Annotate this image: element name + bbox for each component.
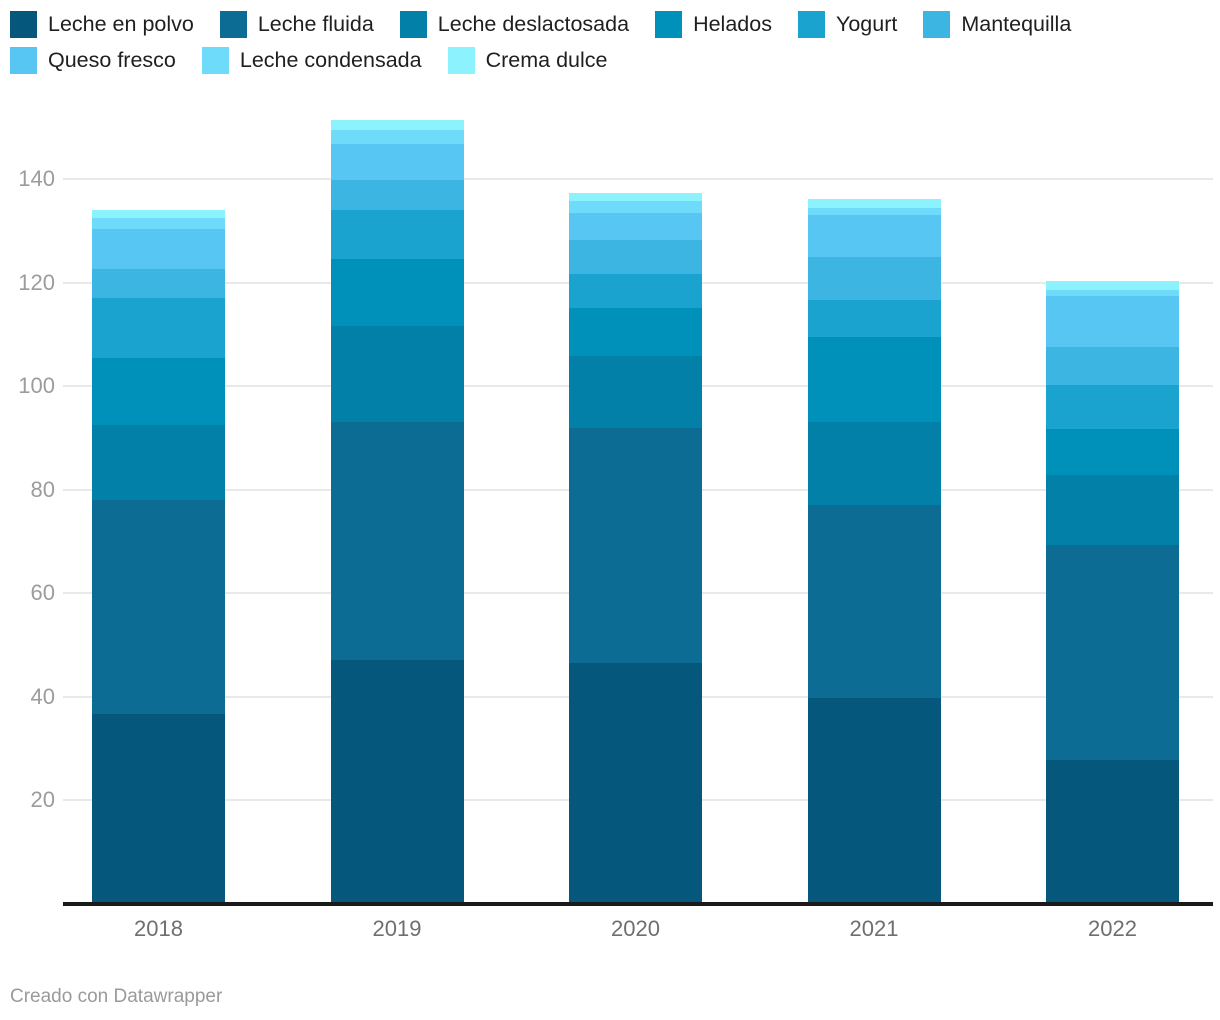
bar-segment-2019-crema-dulce[interactable]: [330, 120, 464, 131]
legend-item: Crema dulce: [447, 46, 608, 75]
legend-swatch: [10, 11, 37, 38]
bar-segment-2022-leche-fluida[interactable]: [1046, 545, 1179, 761]
bar-segment-2018-leche-en-polvo[interactable]: [92, 713, 225, 904]
legend-swatch: [219, 11, 247, 38]
bar-segment-2019-yogurt[interactable]: [330, 210, 464, 260]
bar-2018: [92, 210, 225, 904]
legend-label: Yogurt: [835, 12, 898, 36]
bar-segment-2019-leche-deslactosada[interactable]: [330, 326, 464, 423]
legend-item: Queso fresco: [10, 46, 176, 75]
legend-label: Leche fluida: [257, 12, 374, 36]
bar-segment-2018-leche-condensada[interactable]: [92, 218, 225, 230]
legend-label: Queso fresco: [48, 48, 176, 72]
y-tick-label: 40: [30, 683, 55, 709]
bar-segment-2018-yogurt[interactable]: [92, 297, 225, 358]
legend-item: Yogurt: [797, 10, 898, 39]
legend-item: Helados: [655, 10, 772, 39]
bar-segment-2021-leche-deslactosada[interactable]: [807, 421, 941, 506]
bar-segment-2020-mantequilla[interactable]: [569, 239, 702, 275]
y-tick-label: 80: [30, 476, 55, 502]
bar-segment-2019-helados[interactable]: [330, 259, 464, 327]
legend: Leche en polvo Leche fluida Leche deslacto…: [10, 10, 1170, 75]
bar-2022: [1046, 281, 1179, 904]
bar-segment-2021-mantequilla[interactable]: [807, 256, 941, 301]
bar-segment-2019-leche-fluida[interactable]: [330, 422, 464, 661]
legend-swatch: [797, 11, 825, 38]
y-tick-label: 60: [30, 580, 55, 606]
bar-segment-2018-leche-fluida[interactable]: [92, 500, 225, 714]
legend-swatch: [399, 11, 427, 38]
bar-segment-2019-mantequilla[interactable]: [330, 180, 464, 211]
legend-label: Leche deslactosada: [437, 12, 630, 36]
bar-segment-2019-leche-condensada[interactable]: [330, 130, 464, 144]
bar-segment-2022-leche-deslactosada[interactable]: [1046, 475, 1179, 546]
legend-swatch: [201, 47, 229, 74]
bar-segment-2020-queso-fresco[interactable]: [569, 213, 702, 240]
x-tick-label-2020: 2020: [611, 916, 660, 941]
bar-segment-2020-leche-deslactosada[interactable]: [569, 355, 702, 428]
bar-segment-2021-leche-en-polvo[interactable]: [807, 698, 941, 904]
bar-segment-2019-leche-en-polvo[interactable]: [330, 660, 464, 904]
bar-segment-2022-crema-dulce[interactable]: [1046, 281, 1179, 291]
bar-segment-2022-yogurt[interactable]: [1046, 385, 1179, 429]
bar-segment-2021-leche-condensada[interactable]: [807, 207, 941, 216]
bar-2019: [330, 120, 464, 904]
legend-item: Leche en polvo: [10, 10, 194, 39]
legend-swatch: [923, 11, 951, 38]
bar-segment-2018-leche-deslactosada[interactable]: [92, 424, 225, 501]
bar-segment-2021-crema-dulce[interactable]: [807, 198, 941, 208]
x-tick-label-2022: 2022: [1088, 916, 1137, 941]
bar-segment-2021-helados[interactable]: [807, 336, 941, 422]
legend-swatch: [447, 47, 475, 74]
bar-segment-2018-mantequilla[interactable]: [92, 269, 225, 298]
x-tick-label-2021: 2021: [849, 916, 899, 941]
bar-segment-2022-leche-en-polvo[interactable]: [1046, 760, 1179, 904]
legend-label: Leche en polvo: [48, 12, 194, 36]
bar-segment-2021-queso-fresco[interactable]: [807, 215, 941, 257]
bar-segment-2018-crema-dulce[interactable]: [92, 210, 225, 219]
y-tick-label: 100: [18, 373, 55, 399]
y-tick-label: 140: [18, 166, 55, 191]
legend-item: Leche condensada: [201, 46, 422, 75]
bar-segment-2022-leche-condensada[interactable]: [1046, 290, 1179, 297]
gridline-y-140: [63, 178, 1213, 180]
bar-segment-2019-queso-fresco[interactable]: [330, 143, 464, 181]
legend-label: Leche condensada: [239, 48, 422, 72]
y-tick-label: 120: [18, 269, 55, 295]
bar-segment-2020-helados[interactable]: [569, 307, 702, 356]
datawrapper-credit-link[interactable]: Creado con Datawrapper: [10, 986, 223, 1007]
legend-swatch: [10, 47, 37, 74]
legend-item: Mantequilla: [923, 10, 1071, 39]
bar-segment-2020-leche-fluida[interactable]: [569, 427, 702, 664]
y-tick-label: 20: [30, 787, 55, 813]
legend-label: Mantequilla: [961, 12, 1072, 36]
legend-item: Leche deslactosada: [399, 10, 630, 39]
bar-segment-2021-yogurt[interactable]: [807, 300, 941, 337]
x-axis-line: [63, 902, 1213, 906]
legend-swatch: [655, 11, 683, 38]
bar-segment-2020-yogurt[interactable]: [569, 274, 702, 308]
legend-label: Crema dulce: [485, 48, 608, 72]
bar-2021: [807, 198, 941, 904]
legend-item: Leche fluida: [219, 10, 374, 39]
bar-segment-2022-mantequilla[interactable]: [1046, 347, 1179, 386]
bar-segment-2022-helados[interactable]: [1046, 428, 1179, 476]
legend-label: Helados: [693, 12, 772, 36]
bar-segment-2018-queso-fresco[interactable]: [92, 229, 225, 270]
bar-2020: [569, 192, 702, 904]
bar-segment-2021-leche-fluida[interactable]: [807, 505, 941, 699]
x-tick-label-2019: 2019: [372, 916, 422, 941]
bar-segment-2022-queso-fresco[interactable]: [1046, 296, 1179, 348]
x-tick-label-2018: 2018: [134, 916, 183, 941]
bar-segment-2018-helados[interactable]: [92, 357, 225, 425]
bar-segment-2020-crema-dulce[interactable]: [569, 192, 702, 202]
bar-segment-2020-leche-en-polvo[interactable]: [569, 663, 702, 904]
bar-segment-2020-leche-condensada[interactable]: [569, 201, 702, 214]
